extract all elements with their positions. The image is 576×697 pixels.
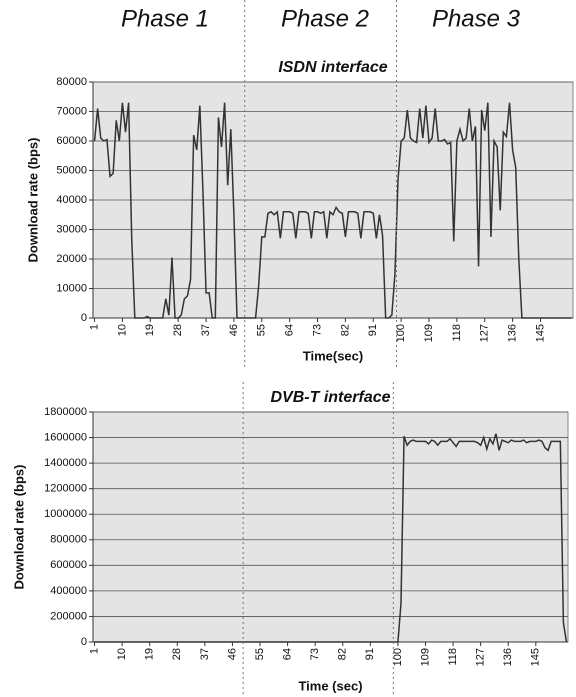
x-tick-label: 109 [419, 648, 431, 666]
y-tick-label: 1200000 [44, 483, 87, 495]
x-tick-label: 37 [200, 324, 212, 336]
x-tick-label: 136 [502, 648, 514, 666]
x-axis-label: Time (sec) [298, 678, 362, 693]
x-tick-label: 19 [144, 324, 156, 336]
x-tick-label: 136 [507, 324, 519, 342]
x-axis-label: Time(sec) [303, 348, 363, 363]
x-tick-label: 10 [116, 648, 128, 660]
x-tick-label: 109 [423, 324, 435, 342]
chart-title: DVB-T interface [270, 389, 390, 406]
x-tick-label: 37 [199, 648, 211, 660]
x-tick-label: 145 [530, 648, 542, 666]
x-tick-label: 73 [309, 648, 321, 660]
x-tick-label: 73 [311, 324, 323, 336]
y-tick-label: 600000 [50, 559, 87, 571]
x-tick-label: 64 [284, 324, 296, 336]
x-tick-label: 46 [228, 324, 240, 336]
y-tick-label: 40000 [56, 194, 87, 206]
y-tick-label: 20000 [56, 253, 87, 265]
x-tick-label: 118 [451, 324, 463, 342]
y-tick-label: 1400000 [44, 457, 87, 469]
x-tick-label: 64 [282, 648, 294, 660]
phase-label: Phase 1 [121, 5, 209, 32]
x-tick-label: 28 [171, 648, 183, 660]
y-tick-label: 1800000 [44, 406, 87, 418]
y-tick-label: 60000 [56, 135, 87, 147]
x-tick-label: 127 [475, 648, 487, 666]
y-tick-label: 1600000 [44, 431, 87, 443]
x-tick-label: 91 [364, 648, 376, 660]
x-tick-label: 55 [254, 648, 266, 660]
y-axis-label: Download rate (bps) [11, 465, 26, 590]
y-tick-label: 80000 [56, 76, 87, 88]
x-tick-label: 55 [256, 324, 268, 336]
x-tick-label: 28 [172, 324, 184, 336]
x-tick-label: 91 [367, 324, 379, 336]
y-tick-label: 200000 [50, 610, 87, 622]
x-tick-label: 46 [226, 648, 238, 660]
x-tick-label: 1 [88, 648, 100, 654]
x-tick-label: 100 [395, 324, 407, 342]
x-tick-label: 82 [337, 648, 349, 660]
x-tick-label: 19 [144, 648, 156, 660]
x-tick-label: 82 [339, 324, 351, 336]
y-tick-label: 1000000 [44, 508, 87, 520]
y-tick-label: 0 [81, 636, 87, 648]
data-line [94, 433, 568, 643]
y-tick-label: 10000 [56, 282, 87, 294]
data-line [93, 102, 572, 319]
phase-label: Phase 3 [432, 5, 521, 32]
y-tick-label: 30000 [56, 223, 87, 235]
y-axis-label: Download rate (bps) [25, 138, 40, 263]
plot-area [92, 411, 569, 643]
x-tick-label: 1 [88, 324, 100, 330]
x-tick-label: 118 [447, 648, 459, 666]
x-tick-label: 127 [479, 324, 491, 342]
x-tick-label: 10 [116, 324, 128, 336]
phase-label: Phase 2 [281, 5, 369, 32]
chart-title: ISDN interface [278, 59, 387, 76]
y-tick-label: 50000 [56, 164, 87, 176]
y-tick-label: 800000 [50, 534, 87, 546]
y-tick-label: 70000 [56, 105, 87, 117]
x-tick-label: 145 [534, 324, 546, 342]
x-tick-label: 100 [392, 648, 404, 666]
y-tick-label: 0 [81, 312, 87, 324]
y-tick-label: 400000 [50, 585, 87, 597]
